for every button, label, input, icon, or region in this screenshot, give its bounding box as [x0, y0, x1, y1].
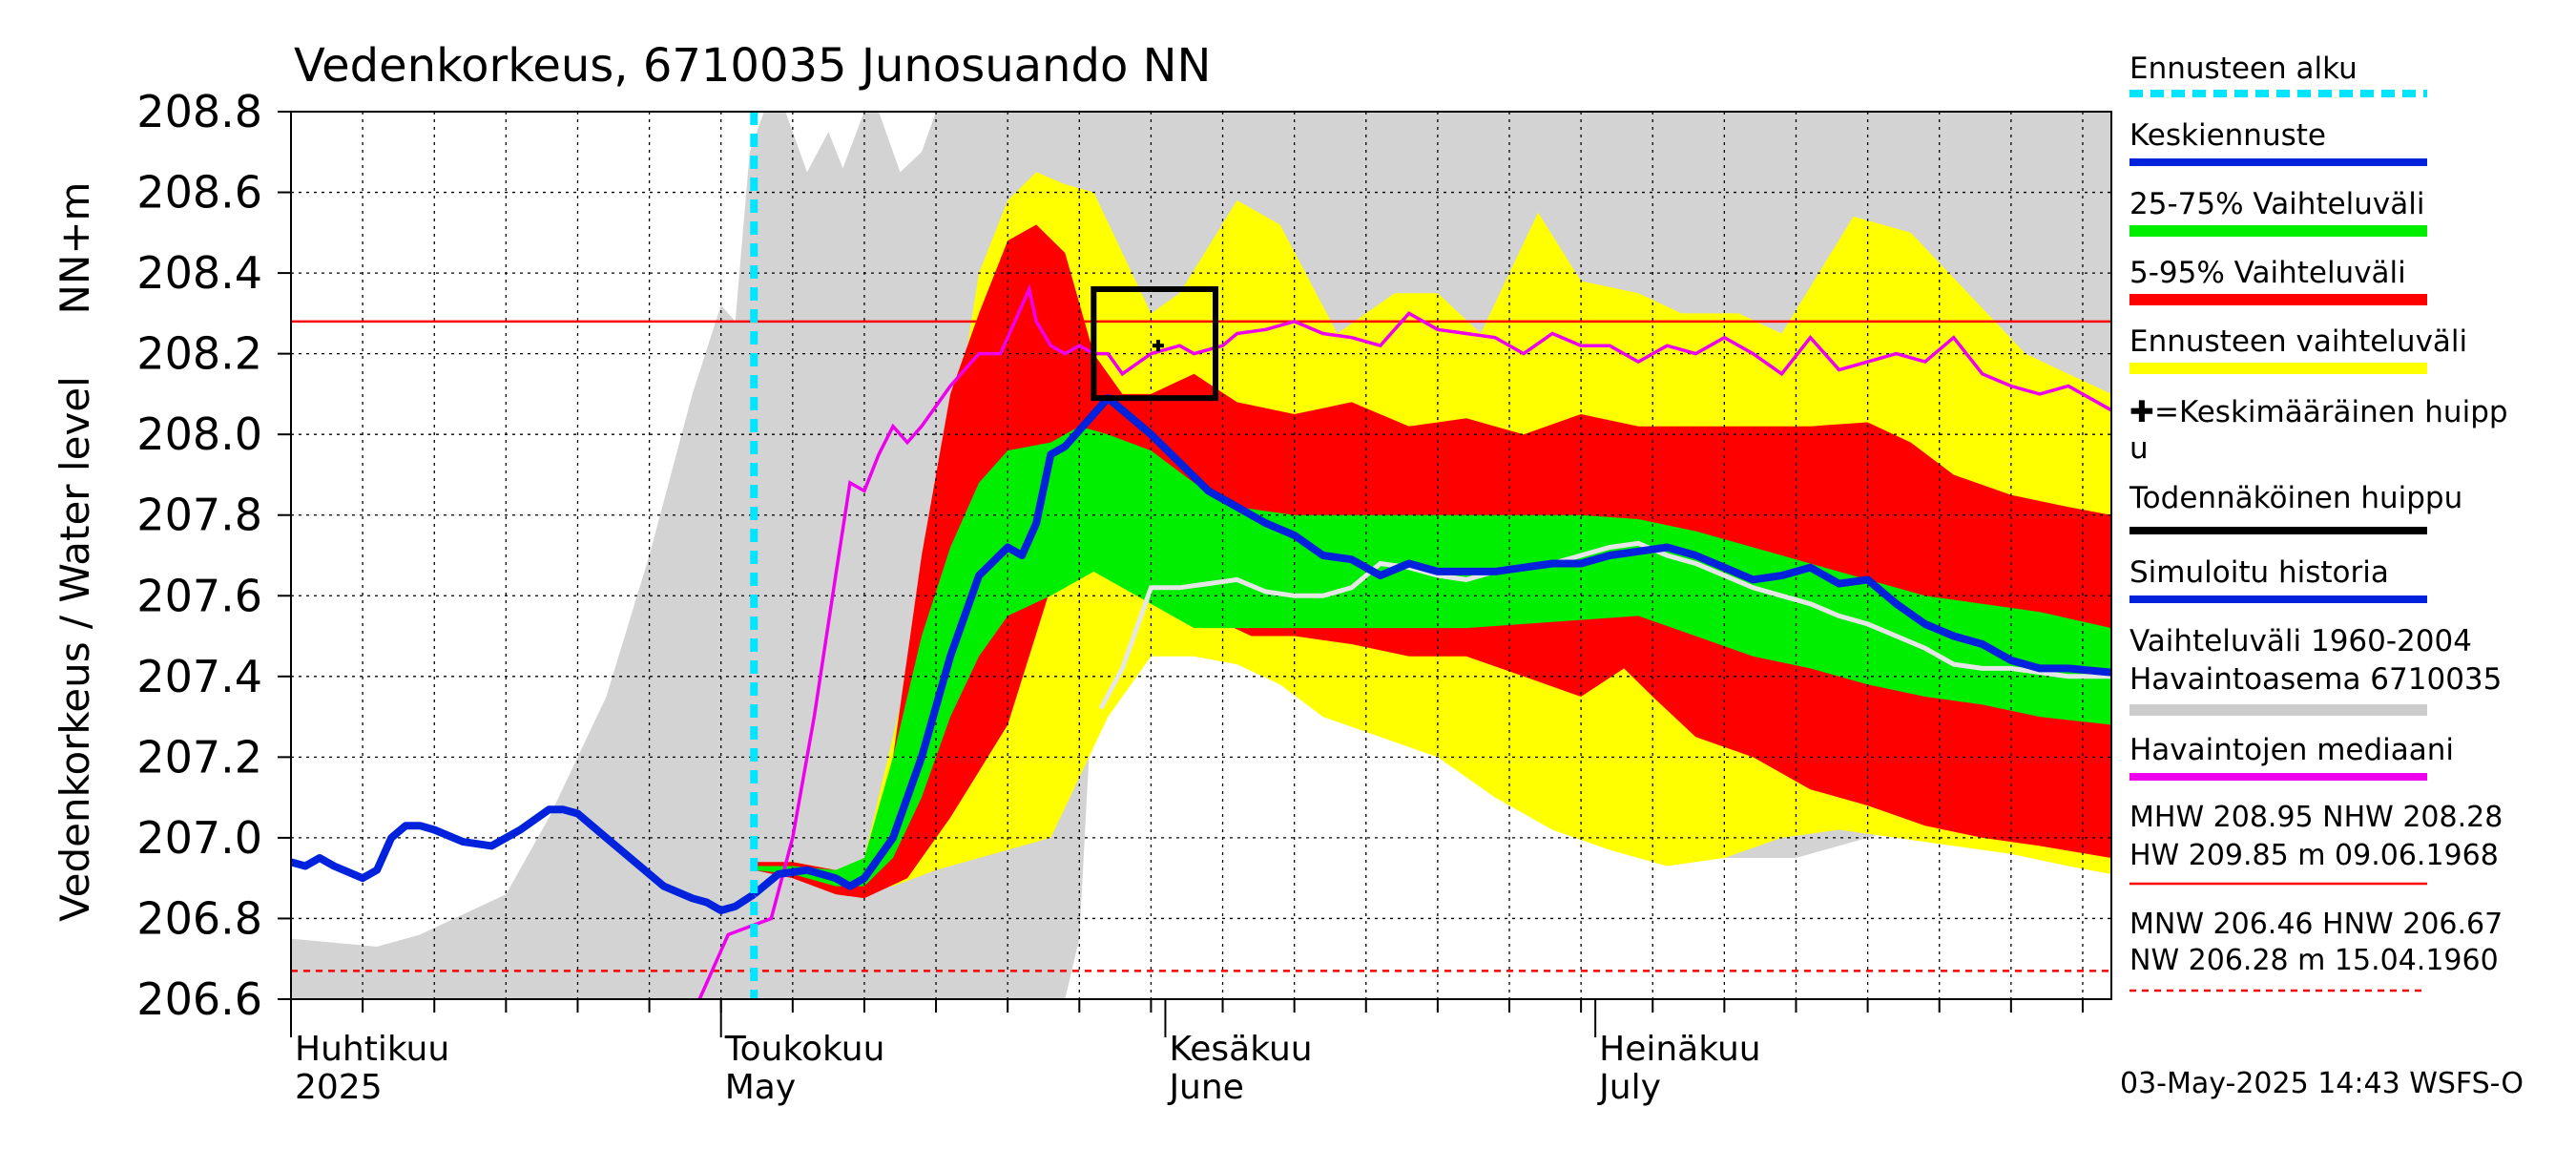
- median-history-line: [1098, 540, 2111, 710]
- observed-median-line: [697, 283, 2111, 999]
- stats-line: MHW 208.95 NHW 208.28: [2129, 801, 2503, 834]
- x-month-label: Heinäkuu: [1599, 1030, 1760, 1069]
- probable-peak-box: [1091, 286, 1219, 402]
- y-tick-label: 207.0: [136, 812, 262, 864]
- legend-label: 5-95% Vaihteluväli: [2129, 256, 2406, 290]
- y-axis-unit-label: NN+m: [52, 182, 98, 315]
- y-axis-label: Vedenkorkeus / Water level: [52, 376, 98, 922]
- y-tick-label: 208.8: [136, 86, 262, 137]
- legend-label: Ennusteen vaihteluväli: [2129, 324, 2467, 359]
- axes: 206.6 206.8 207.0 207.2 207.4 207.6 207.8 208.0…: [136, 86, 2112, 1107]
- chart-title: Vedenkorkeus, 6710035 Junosuando NN: [294, 39, 1211, 93]
- x-month-label: Huhtikuu: [295, 1030, 449, 1069]
- y-tick-label: 206.6: [136, 973, 262, 1025]
- y-tick-label: 208.6: [136, 167, 262, 219]
- y-tick-label: 208.2: [136, 328, 262, 380]
- stats-line: NW 206.28 m 15.04.1960: [2129, 944, 2499, 977]
- stats-line: MNW 206.46 HNW 206.67: [2129, 908, 2503, 941]
- y-tick-label: 208.4: [136, 247, 262, 299]
- y-tick-label: 208.0: [136, 408, 262, 460]
- forecast-25-75-band: [754, 426, 2111, 887]
- y-tick-label: 207.6: [136, 570, 262, 621]
- timestamp-footer: 03-May-2025 14:43 WSFS-O: [2120, 1067, 2524, 1100]
- x-month-label-en: June: [1167, 1068, 1243, 1107]
- x-month-label-en: 2025: [295, 1068, 383, 1107]
- legend-label: Havaintojen mediaani: [2129, 733, 2454, 767]
- x-month-label: Kesäkuu: [1169, 1030, 1312, 1069]
- y-tick-label: 207.4: [136, 651, 262, 702]
- legend-label: Vaihteluväli 1960-2004: [2129, 624, 2472, 658]
- plot-area: [291, 112, 2111, 999]
- y-tick-label: 207.2: [136, 731, 262, 783]
- legend-label: Todennäköinen huippu: [2129, 481, 2462, 515]
- x-month-label: Toukokuu: [724, 1030, 885, 1069]
- legend-label-continued: u: [2129, 431, 2149, 466]
- legend-label: Keskiennuste: [2129, 118, 2326, 153]
- plot-frame: [290, 111, 2112, 1000]
- y-tick-label: 207.8: [136, 490, 262, 541]
- legend: Ennusteen alku Keskiennuste 25-75% Vaihtel…: [2129, 52, 2508, 781]
- legend-label: 25-75% Vaihteluväli: [2129, 187, 2425, 221]
- stats-line: HW 209.85 m 09.06.1968: [2129, 839, 2499, 872]
- plot-series-group: [291, 112, 2111, 999]
- legend-label: Simuloitu historia: [2129, 555, 2389, 590]
- mean-forecast-line: [751, 394, 2111, 898]
- x-month-label-en: May: [725, 1068, 796, 1107]
- grid-lines: [291, 112, 2111, 999]
- legend-label: Ennusteen alku: [2129, 52, 2358, 86]
- x-month-label-en: July: [1597, 1068, 1661, 1107]
- legend-label: ✚=Keskimääräinen huipp: [2129, 395, 2508, 429]
- simulated-history-line: [291, 805, 757, 914]
- y-tick-label: 206.8: [136, 892, 262, 944]
- legend-label-continued: Havaintoasema 6710035: [2129, 662, 2502, 697]
- statistics-panel: MHW 208.95 NHW 208.28 HW 209.85 m 09.06.1…: [2129, 801, 2503, 992]
